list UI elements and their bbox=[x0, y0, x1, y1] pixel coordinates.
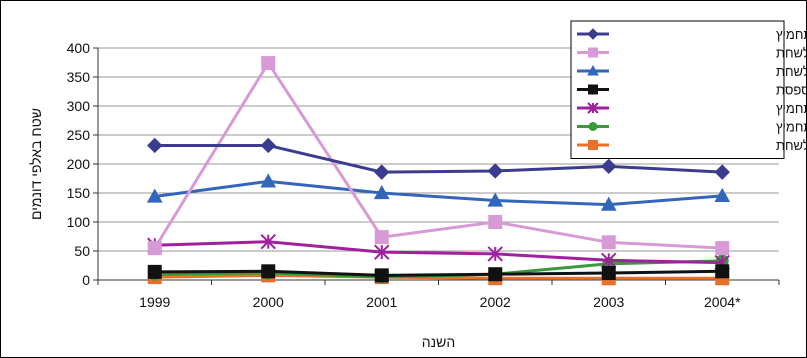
legend-item: דגני קיץ לשחת bbox=[577, 138, 806, 153]
series-line bbox=[153, 60, 723, 250]
data-point bbox=[261, 264, 276, 279]
legend-label: תירס לתחמיץ bbox=[776, 101, 806, 116]
data-point bbox=[147, 137, 163, 154]
legend-swatch-marker bbox=[587, 64, 599, 76]
legend-label: קטניות חורף לשחת bbox=[776, 64, 806, 79]
x-tick-label: 2001 bbox=[366, 294, 397, 310]
data-point bbox=[487, 192, 504, 207]
data-point bbox=[374, 268, 389, 283]
legend-swatch-marker bbox=[588, 122, 598, 131]
y-tick-label: 250 bbox=[67, 127, 91, 143]
x-tick-label: 1999 bbox=[139, 294, 170, 310]
y-axis: 0 50 100 150 200 250 300 350 400 bbox=[67, 40, 99, 288]
data-point bbox=[601, 266, 616, 281]
series-line bbox=[154, 240, 723, 265]
data-point bbox=[487, 163, 503, 179]
y-axis-title: שטח באלפי דונמים bbox=[28, 108, 44, 220]
legend-label: דגני קיץ לשחת bbox=[776, 138, 806, 153]
data-point bbox=[260, 234, 276, 250]
x-axis: 1999 2000 2001 2002 2003 2004* bbox=[97, 279, 780, 310]
legend-item: אספסת bbox=[577, 83, 806, 98]
legend-label: אספסת bbox=[776, 83, 806, 98]
legend-swatch-marker bbox=[588, 140, 598, 150]
x-tick-label: 2003 bbox=[593, 294, 624, 310]
y-tick-label: 100 bbox=[67, 214, 91, 230]
legend-label: דגני חורף לשחת bbox=[776, 46, 806, 61]
data-point bbox=[601, 235, 616, 250]
data-point bbox=[600, 196, 617, 211]
y-tick-label: 0 bbox=[82, 272, 90, 288]
y-tick-label: 300 bbox=[67, 98, 91, 114]
legend-item: דגני חורף לשחת bbox=[577, 46, 806, 61]
legend-swatch-marker bbox=[587, 28, 599, 40]
legend-swatch-marker bbox=[588, 84, 598, 95]
legend-item: קטניות חורף לשחת bbox=[577, 64, 806, 79]
data-point bbox=[487, 246, 503, 262]
series-5 bbox=[147, 234, 730, 271]
series-1 bbox=[147, 137, 730, 180]
grid-lines bbox=[98, 47, 779, 281]
data-point bbox=[715, 241, 730, 256]
data-point bbox=[261, 56, 276, 71]
series-line bbox=[154, 269, 723, 277]
data-point bbox=[601, 158, 617, 175]
series-line bbox=[154, 273, 723, 280]
legend-item: סורגום לתחמיץ bbox=[577, 120, 806, 135]
legend-label: חיטה לתחמיץ bbox=[776, 27, 806, 42]
data-point bbox=[146, 188, 163, 203]
series-line bbox=[154, 179, 723, 207]
data-point bbox=[488, 215, 503, 229]
data-point bbox=[714, 164, 730, 180]
data-point bbox=[260, 173, 277, 188]
legend-label: סורגום לתחמיץ bbox=[776, 120, 806, 135]
x-tick-label: 2004* bbox=[704, 294, 741, 310]
series-2 bbox=[147, 56, 730, 256]
data-point bbox=[714, 187, 731, 202]
data-point bbox=[260, 137, 276, 154]
y-tick-label: 200 bbox=[67, 156, 91, 172]
y-tick-label: 150 bbox=[67, 185, 91, 201]
y-tick-label: 350 bbox=[67, 69, 91, 85]
data-point bbox=[373, 184, 390, 200]
legend-swatch-marker bbox=[587, 102, 599, 114]
legend-item: חיטה לתחמיץ bbox=[577, 27, 806, 42]
series-3 bbox=[146, 173, 731, 211]
data-point bbox=[601, 252, 617, 268]
data-point bbox=[488, 267, 503, 282]
legend-item: תירס לתחמיץ bbox=[577, 101, 806, 116]
data-point bbox=[374, 230, 389, 245]
series-layer bbox=[146, 56, 731, 286]
data-point bbox=[374, 164, 390, 180]
legend-swatch-marker bbox=[588, 47, 598, 58]
y-tick-label: 400 bbox=[67, 40, 91, 56]
x-tick-label: 2002 bbox=[480, 294, 511, 310]
y-tick-label: 50 bbox=[74, 243, 90, 259]
data-point bbox=[147, 241, 162, 256]
data-point bbox=[374, 244, 390, 260]
series-line bbox=[154, 143, 723, 174]
x-tick-label: 2000 bbox=[253, 294, 284, 310]
legend: חיטה לתחמיץ דגני חורף לשחת קטניות חורף לשח… bbox=[570, 20, 806, 159]
data-point bbox=[715, 264, 730, 279]
data-point bbox=[147, 264, 162, 279]
series-4 bbox=[147, 264, 730, 283]
x-axis-title: השנה bbox=[422, 334, 455, 350]
